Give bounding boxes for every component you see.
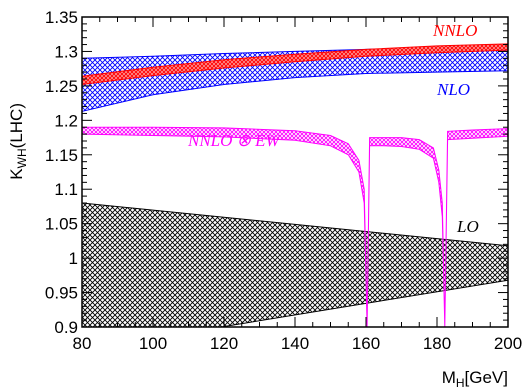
y-tick-label: 1.15 — [45, 146, 78, 165]
x-axis-title-sub: H — [456, 376, 465, 387]
band-lo — [82, 202, 508, 327]
series-label-nnlo: NNLO — [432, 21, 477, 40]
y-tick-label: 0.95 — [45, 284, 78, 303]
y-tick-label: 0.9 — [54, 318, 78, 337]
x-tick-label: 180 — [423, 334, 451, 353]
y-tick-label: 1.05 — [45, 215, 78, 234]
x-tick-label: 80 — [73, 334, 92, 353]
x-tick-label: 200 — [494, 334, 522, 353]
y-tick-label: 1.2 — [54, 111, 78, 130]
x-tick-label: 120 — [210, 334, 238, 353]
y-axis-title-main: K — [7, 168, 26, 180]
series-label-nlo: NLO — [436, 80, 470, 99]
y-tick-label: 1.1 — [54, 180, 78, 199]
x-tick-label: 100 — [139, 334, 167, 353]
series-label-lo: LO — [456, 217, 479, 236]
y-tick-label: 1.3 — [54, 42, 78, 61]
axis-ticks — [81, 16, 509, 328]
series-bands — [82, 43, 508, 327]
band-nnlo-ew — [82, 126, 508, 327]
y-axis-title-tail: (LHC) — [7, 103, 26, 148]
y-tick-label: 1 — [69, 249, 78, 268]
band-nlo — [82, 44, 508, 112]
x-axis-title-unit: [GeV] — [465, 368, 508, 387]
y-axis-title: KWH(LHC) — [7, 103, 29, 180]
y-tick-label: 1.35 — [45, 8, 78, 27]
x-tick-label: 140 — [281, 334, 309, 353]
y-tick-label: 1.25 — [45, 77, 78, 96]
x-tick-label: 160 — [352, 334, 380, 353]
axis-tick-labels: 80 100 120 140 160 180 200 0.9 0.95 1 1.05 1.1 1.15 1… — [45, 8, 522, 353]
series-label-nnlo-ew: NNLO ⊗ EW — [187, 131, 282, 150]
band-nnlo — [82, 43, 508, 86]
x-axis-title-main: M — [442, 368, 456, 387]
x-axis-title: MH[GeV] — [442, 368, 508, 387]
y-axis-title-sub: WH — [15, 148, 29, 168]
